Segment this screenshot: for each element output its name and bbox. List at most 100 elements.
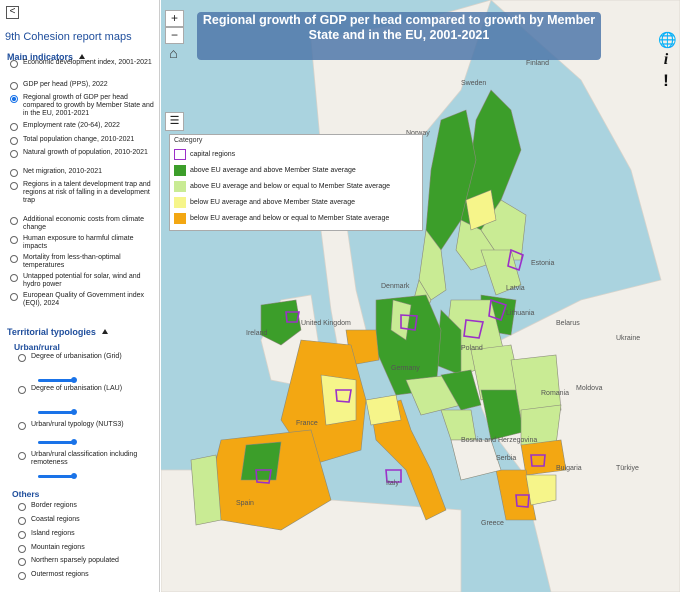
capital-region[interactable] [530, 454, 546, 467]
indicator-option[interactable]: Regions in a talent development trap and… [10, 181, 158, 205]
indicator-option[interactable]: Employment rate (20-64), 2022 [10, 122, 158, 131]
radio-button[interactable] [18, 503, 26, 511]
land-area[interactable] [460, 0, 680, 592]
typology-option[interactable]: Urban/rural typology (NUTS3) [18, 421, 158, 430]
nuts-region[interactable] [240, 441, 282, 481]
capital-region[interactable] [463, 319, 484, 339]
legend-item: below EU average and below or equal to M… [174, 210, 418, 226]
indicator-option[interactable]: Natural growth of population, 2010-2021 [10, 149, 158, 158]
capital-region[interactable] [515, 494, 530, 508]
radio-button[interactable] [18, 422, 26, 430]
others-option[interactable]: Coastal regions [18, 516, 158, 525]
radio-button[interactable] [18, 545, 26, 553]
capital-region[interactable] [488, 298, 508, 322]
opacity-slider[interactable] [38, 473, 77, 479]
collapse-up-icon[interactable] [79, 54, 86, 59]
radio-button[interactable] [10, 95, 18, 103]
nuts-region[interactable] [510, 354, 562, 421]
indicator-option[interactable]: Mortality from less-than-optimal tempera… [10, 254, 158, 270]
indicator-option[interactable]: Net migration, 2010-2021 [10, 168, 158, 177]
radio-button[interactable] [18, 558, 26, 566]
collapse-sidebar-button[interactable]: < [6, 6, 19, 19]
others-option[interactable]: Border regions [18, 502, 158, 511]
globe-icon[interactable]: 🌐 [658, 32, 677, 49]
place-label: Norway [406, 130, 430, 137]
radio-button[interactable] [10, 274, 18, 282]
radio-button[interactable] [10, 255, 18, 263]
typology-option[interactable]: Urban/rural classification including rem… [18, 451, 158, 467]
nuts-region[interactable] [418, 229, 447, 301]
radio-button[interactable] [10, 150, 18, 158]
indicator-option[interactable]: Economic development index, 2001-2021 [10, 59, 158, 68]
radio-button[interactable] [10, 137, 18, 145]
others-option[interactable]: Island regions [18, 530, 158, 539]
radio-button[interactable] [18, 572, 26, 580]
capital-region[interactable] [507, 248, 524, 272]
slider-handle[interactable] [71, 409, 77, 415]
nuts-region[interactable] [465, 189, 497, 231]
zoom-out-button[interactable]: − [165, 27, 184, 44]
radio-button[interactable] [18, 531, 26, 539]
indicator-option[interactable]: Untapped potential for solar, wind and h… [10, 273, 158, 289]
nuts-region[interactable] [425, 109, 477, 251]
list-icon[interactable]: ☰ [165, 112, 184, 131]
radio-button[interactable] [10, 82, 18, 90]
indicator-label: Mortality from less-than-optimal tempera… [23, 254, 121, 269]
exclamation-icon[interactable]: ! [663, 71, 669, 90]
nuts-region[interactable] [320, 374, 357, 426]
urban-rural-heading: Urban/rural [14, 342, 60, 352]
capital-region[interactable] [335, 389, 352, 403]
indicator-option[interactable]: Total population change, 2010-2021 [10, 136, 158, 145]
radio-button[interactable] [10, 236, 18, 244]
indicator-label: Untapped potential for solar, wind and h… [23, 273, 141, 288]
indicator-option[interactable]: Human exposure to harmful climate impact… [10, 235, 158, 251]
nuts-region[interactable] [450, 439, 502, 481]
europe-map[interactable] [161, 0, 680, 592]
nuts-region[interactable] [190, 454, 222, 526]
typology-option[interactable]: Degree of urbanisation (LAU) [18, 385, 158, 394]
collapse-up-icon[interactable] [101, 329, 108, 334]
slider-handle[interactable] [71, 439, 77, 445]
opacity-slider[interactable] [38, 439, 77, 445]
nuts-region[interactable] [525, 474, 557, 506]
indicator-option[interactable]: European Quality of Government index (EQ… [10, 292, 158, 308]
typology-option[interactable]: Degree of urbanisation (Grid) [18, 353, 158, 362]
radio-button[interactable] [10, 60, 18, 68]
slider-handle[interactable] [71, 377, 77, 383]
opacity-slider[interactable] [38, 377, 77, 383]
radio-button[interactable] [18, 452, 26, 460]
zoom-in-button[interactable]: + [165, 10, 184, 27]
nuts-region[interactable] [440, 369, 482, 411]
territorial-typologies-heading[interactable]: Territorial typologies [7, 327, 108, 337]
slider-handle[interactable] [71, 473, 77, 479]
main-indicators-heading[interactable]: Main indicators [7, 52, 86, 62]
indicator-option[interactable]: Regional growth of GDP per head compared… [10, 94, 158, 118]
radio-button[interactable] [10, 182, 18, 190]
opacity-slider[interactable] [38, 409, 77, 415]
radio-button[interactable] [18, 354, 26, 362]
nuts-region[interactable] [480, 249, 522, 296]
capital-region[interactable] [285, 311, 300, 323]
radio-button[interactable] [10, 217, 18, 225]
map-panel[interactable]: Norway Sweden Finland Estonia Latvia Lithuani… [161, 0, 680, 592]
radio-button[interactable] [10, 123, 18, 131]
radio-button[interactable] [10, 169, 18, 177]
nuts-region[interactable] [440, 409, 477, 441]
others-option[interactable]: Northern sparsely populated [18, 557, 158, 566]
capital-region[interactable] [255, 469, 272, 484]
indicator-option[interactable]: GDP per head (PPS), 2022 [10, 81, 158, 90]
nuts-region[interactable] [365, 394, 402, 426]
radio-button[interactable] [18, 517, 26, 525]
home-icon[interactable]: ⌂ [169, 45, 178, 61]
capital-region[interactable] [385, 469, 402, 483]
legend: Category capital regions above EU average… [169, 134, 423, 231]
info-icon[interactable]: i [663, 51, 669, 68]
capital-region[interactable] [400, 314, 418, 331]
legend-swatch [174, 196, 186, 208]
nuts-region[interactable] [370, 399, 447, 521]
others-option[interactable]: Mountain regions [18, 544, 158, 553]
others-option[interactable]: Outermost regions [18, 571, 158, 580]
radio-button[interactable] [10, 293, 18, 301]
indicator-option[interactable]: Additional economic costs from climate c… [10, 216, 158, 232]
radio-button[interactable] [18, 386, 26, 394]
